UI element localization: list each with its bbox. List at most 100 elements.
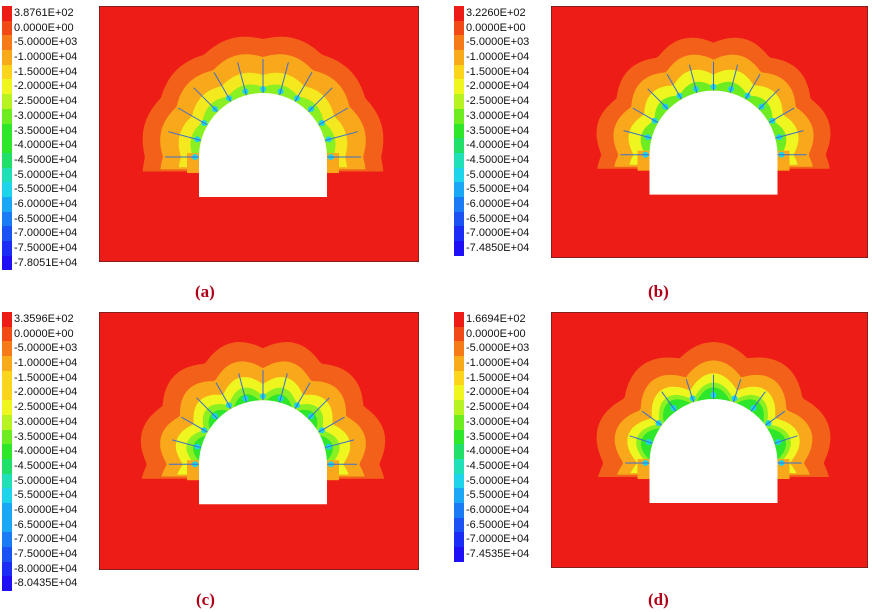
legend-label: -5.0000E+04 bbox=[14, 474, 78, 487]
rock-bolt bbox=[623, 130, 652, 139]
rock-bolt bbox=[632, 107, 659, 124]
legend-row: -6.0000E+04 bbox=[452, 196, 550, 212]
legend-swatch bbox=[454, 182, 464, 197]
legend-swatch bbox=[454, 50, 464, 65]
legend-row: -5.0000E+04 bbox=[0, 473, 98, 489]
legend-swatch bbox=[2, 429, 12, 445]
legend-row: -2.5000E+04 bbox=[452, 400, 550, 415]
legend-label: -1.5000E+04 bbox=[14, 371, 78, 384]
tunnel-opening bbox=[199, 400, 327, 505]
legend-row: -3.5000E+04 bbox=[452, 429, 550, 445]
rock-bolt bbox=[685, 379, 695, 403]
legend-swatch bbox=[2, 561, 12, 577]
rock-bolt bbox=[318, 416, 345, 433]
legend-label: -3.0000E+04 bbox=[466, 415, 530, 428]
legend-row: 0.0000E+00 bbox=[452, 20, 550, 36]
legend-row: -1.0000E+04 bbox=[0, 356, 98, 371]
rock-bolt bbox=[215, 382, 232, 410]
legend-row: -2.5000E+04 bbox=[0, 400, 98, 415]
legend-label: -3.5000E+04 bbox=[466, 124, 530, 137]
legend-row: -6.5000E+04 bbox=[452, 211, 550, 227]
legend-label: -5.5000E+04 bbox=[466, 183, 530, 196]
legend-label: -4.0000E+04 bbox=[14, 139, 78, 152]
rock-bolt bbox=[307, 397, 330, 420]
legend-label: 3.8761E+02 bbox=[14, 7, 74, 19]
legend-swatch bbox=[2, 473, 12, 489]
legend-label: -6.5000E+04 bbox=[14, 212, 78, 225]
legend-swatch bbox=[454, 35, 464, 51]
legend-row: -4.5000E+04 bbox=[0, 152, 98, 168]
legend-row: -3.5000E+04 bbox=[0, 429, 98, 445]
legend-row: -2.5000E+04 bbox=[0, 94, 98, 109]
rock-bolt bbox=[765, 410, 786, 426]
legend-label: -7.5000E+04 bbox=[14, 548, 78, 560]
legend-label: -1.0000E+04 bbox=[466, 357, 530, 370]
legend-row: -7.8051E+04 bbox=[0, 255, 98, 271]
legend-row: -1.5000E+04 bbox=[0, 64, 98, 80]
legend-row: -4.5000E+04 bbox=[0, 458, 98, 474]
legend-label: -7.0000E+04 bbox=[466, 227, 530, 240]
legend-row: -4.0000E+04 bbox=[0, 138, 98, 153]
legend-swatch bbox=[2, 64, 12, 80]
tunnel-opening bbox=[649, 90, 778, 195]
legend-label: -4.5000E+04 bbox=[466, 153, 530, 166]
legend-label: -1.0000E+04 bbox=[14, 51, 78, 64]
rock-bolt bbox=[661, 391, 677, 412]
panel-a: 3.8761E+02 0.0000E+00 -5.0000E+03 -1.0000E+… bbox=[0, 0, 430, 301]
legend-label: -4.5000E+04 bbox=[14, 153, 78, 166]
legend-row: -5.5000E+04 bbox=[0, 488, 98, 503]
rock-bolt bbox=[279, 62, 289, 96]
panel-c: 3.3596E+02 0.0000E+00 -5.0000E+03 -1.0000E+… bbox=[0, 306, 430, 609]
legend-swatch bbox=[454, 123, 464, 139]
legend-label: -2.0000E+04 bbox=[466, 80, 530, 93]
legend-label: -6.5000E+04 bbox=[466, 212, 530, 225]
legend-row: 3.8761E+02 bbox=[0, 6, 98, 21]
legend-label: -4.0000E+04 bbox=[14, 445, 78, 458]
rock-bolt bbox=[213, 71, 232, 102]
legend-label: 3.3596E+02 bbox=[14, 313, 74, 325]
legend-swatch bbox=[2, 547, 12, 562]
legend-label: -7.5000E+04 bbox=[14, 242, 78, 254]
legend-label: 3.2260E+02 bbox=[466, 7, 526, 19]
legend-row: -2.0000E+04 bbox=[0, 385, 98, 401]
rock-bolt bbox=[237, 62, 247, 96]
legend-c: 3.3596E+02 0.0000E+00 -5.0000E+03 -1.0000E+… bbox=[0, 312, 98, 592]
caption-a: (a) bbox=[195, 282, 215, 301]
tunnel-opening bbox=[649, 399, 778, 504]
rock-bolt bbox=[688, 64, 698, 94]
tunnel-opening bbox=[199, 93, 327, 198]
legend-label: -6.5000E+04 bbox=[14, 518, 78, 531]
legend-swatch bbox=[454, 79, 464, 95]
legend-swatch bbox=[454, 167, 464, 183]
legend-label: -1.0000E+04 bbox=[466, 51, 530, 64]
legend-label: -2.0000E+04 bbox=[14, 386, 78, 399]
legend-label: 0.0000E+00 bbox=[14, 327, 74, 340]
legend-swatch bbox=[2, 167, 12, 183]
legend-label: -3.5000E+04 bbox=[466, 430, 530, 443]
legend-swatch bbox=[454, 20, 464, 36]
legend-swatch bbox=[2, 458, 12, 474]
legend-swatch bbox=[2, 444, 12, 459]
legend-swatch bbox=[2, 35, 12, 51]
legend-label: -2.0000E+04 bbox=[466, 386, 530, 399]
legend-row: -2.0000E+04 bbox=[0, 79, 98, 95]
legend-row: -4.0000E+04 bbox=[452, 138, 550, 153]
rock-bolt bbox=[641, 410, 662, 426]
contour-plot-d bbox=[551, 312, 868, 568]
legend-swatch bbox=[454, 385, 464, 401]
legend-row: -7.5000E+04 bbox=[0, 547, 98, 562]
legend-swatch bbox=[454, 400, 464, 415]
legend-row: -3.0000E+04 bbox=[452, 414, 550, 430]
legend-label: 0.0000E+00 bbox=[466, 327, 526, 340]
legend-row: -1.5000E+04 bbox=[0, 370, 98, 386]
legend-swatch bbox=[454, 341, 464, 357]
legend-label: -5.0000E+03 bbox=[14, 342, 78, 355]
legend-row: -6.0000E+04 bbox=[452, 502, 550, 518]
legend-label: -7.4850E+04 bbox=[466, 242, 530, 254]
legend-swatch bbox=[2, 182, 12, 197]
legend-label: -4.5000E+04 bbox=[14, 459, 78, 472]
legend-row: -5.5000E+04 bbox=[452, 182, 550, 197]
legend-row: -8.0435E+04 bbox=[0, 576, 98, 592]
legend-d: 1.6694E+02 0.0000E+00 -5.0000E+03 -1.0000E+… bbox=[452, 312, 550, 562]
legend-label: -7.8051E+04 bbox=[14, 256, 78, 269]
